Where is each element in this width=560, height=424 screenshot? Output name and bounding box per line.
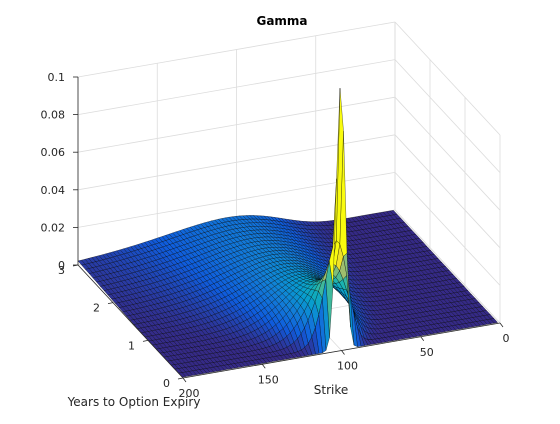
- x-tick-label: 0: [503, 332, 510, 345]
- grid-line: [395, 97, 500, 210]
- x-tick-mark: [500, 323, 503, 327]
- x-tick-mark: [183, 378, 186, 382]
- z-tick-label: 0.1: [48, 71, 66, 84]
- grid-line: [395, 60, 500, 173]
- x-tick-label: 150: [258, 373, 279, 386]
- z-tick-label: 0.08: [41, 109, 66, 122]
- y-axis-label: Years to Option Expiry: [67, 395, 201, 409]
- y-tick-mark: [178, 378, 183, 379]
- x-tick-mark: [421, 337, 424, 341]
- z-tick-label: 0.06: [41, 146, 66, 159]
- x-tick-label: 50: [420, 346, 434, 359]
- z-tick-label: 0.02: [41, 221, 66, 234]
- x-tick-mark: [262, 364, 265, 368]
- x-tick-mark: [342, 351, 345, 355]
- chart-title: Gamma: [256, 14, 307, 28]
- y-tick-label: 1: [128, 339, 135, 352]
- grid-line: [395, 22, 500, 135]
- z-tick-label: 0.04: [41, 184, 66, 197]
- x-axis-label: Strike: [314, 383, 349, 397]
- x-tick-label: 100: [337, 360, 358, 373]
- y-tick-mark: [108, 303, 113, 304]
- surface-layer: [78, 88, 498, 377]
- y-tick-mark: [143, 340, 148, 341]
- z-tick-label: 0: [58, 259, 65, 272]
- y-tick-label: 2: [93, 302, 100, 315]
- y-tick-label: 0: [163, 377, 170, 390]
